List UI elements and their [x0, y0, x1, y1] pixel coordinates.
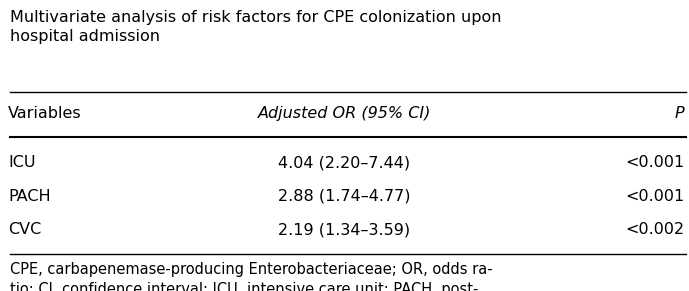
- Text: 2.19 (1.34–3.59): 2.19 (1.34–3.59): [278, 222, 411, 237]
- Text: Variables: Variables: [8, 106, 82, 121]
- Text: CPE, carbapenemase-producing Enterobacteriaceae; OR, odds ra-
tio; CI, confidenc: CPE, carbapenemase-producing Enterobacte…: [10, 262, 493, 291]
- Text: 4.04 (2.20–7.44): 4.04 (2.20–7.44): [278, 155, 411, 171]
- Text: PACH: PACH: [8, 189, 51, 204]
- Text: 2.88 (1.74–4.77): 2.88 (1.74–4.77): [278, 189, 411, 204]
- Text: <0.001: <0.001: [625, 155, 684, 171]
- Text: Multivariate analysis of risk factors for CPE colonization upon
hospital admissi: Multivariate analysis of risk factors fo…: [10, 10, 502, 45]
- Text: P: P: [675, 106, 684, 121]
- Text: Adjusted OR (95% CI): Adjusted OR (95% CI): [258, 106, 431, 121]
- Text: <0.002: <0.002: [625, 222, 684, 237]
- Text: CVC: CVC: [8, 222, 41, 237]
- Text: <0.001: <0.001: [625, 189, 684, 204]
- Text: ICU: ICU: [8, 155, 36, 171]
